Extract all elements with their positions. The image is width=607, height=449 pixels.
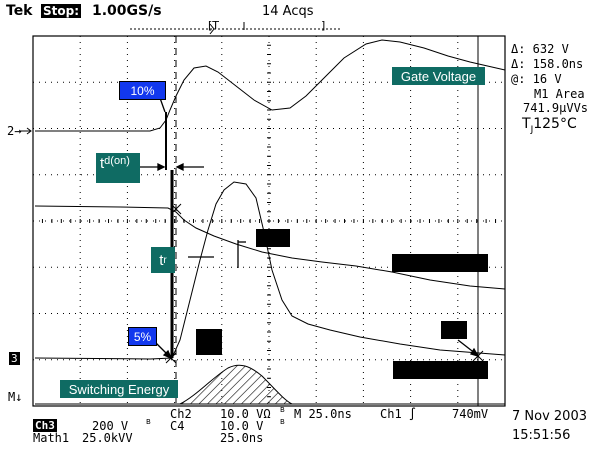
annotation-arrows (140, 97, 480, 360)
ch2-scale: 10.0 VΩ (220, 407, 271, 421)
ch2-ground-arrow (20, 127, 32, 135)
redacted-block (256, 229, 290, 247)
five-percent-label: 5% (128, 327, 157, 346)
capture-time: 15:51:56 (512, 428, 571, 443)
ch2-marker[interactable]: 2→ (7, 124, 22, 138)
area-measure-value: 741.9μVVs (523, 101, 589, 115)
redacted-block (392, 254, 488, 272)
trigger-window-start: [T (208, 19, 220, 32)
trigger-level: 740mV (452, 407, 489, 421)
ch3-label: Ch3 (33, 419, 57, 432)
trigger-source: Ch1 ∫ (380, 407, 417, 421)
collector-current-trace (34, 181, 506, 360)
ten-percent-label: 10% (119, 81, 166, 100)
ch3-marker[interactable]: 3 (9, 352, 20, 365)
sample-rate: 1.00GS/s (92, 3, 162, 19)
bandwidth-limit-3: B (280, 418, 285, 426)
capture-date: 7 Nov 2003 (512, 409, 587, 424)
delta-voltage-readout: Δ: 632 V (511, 42, 569, 56)
ch2-label: Ch2 (170, 407, 192, 421)
junction-temperature: TJ125°C (522, 116, 577, 135)
grid-lines (32, 35, 506, 407)
redacted-block (196, 329, 222, 355)
run-state-badge: Stop: (41, 4, 82, 18)
ch4-scale: 10.0 V (220, 419, 264, 433)
ch3-scale: 200 V (92, 419, 129, 433)
math-label: Math1 (33, 431, 70, 445)
bandwidth-limit-2: B (146, 418, 151, 426)
timebase: M 25.0ns (294, 407, 352, 421)
turn-on-delay-label: t d(on) (96, 153, 140, 183)
switching-energy-area (179, 364, 293, 405)
delta-time-readout: Δ: 158.0ns (511, 57, 584, 71)
cursor-crosshairs (165, 203, 484, 364)
math-scale: 25.0kVV (82, 431, 133, 445)
switching-energy-label: Switching Energy (60, 380, 178, 398)
gate-voltage-trace (35, 39, 506, 132)
trigger-bracket-left-arrow (209, 23, 215, 35)
math-timebase: 25.0ns (220, 431, 264, 445)
brand-label: Tek (6, 3, 33, 19)
redacted-block (393, 361, 488, 379)
redacted-block (441, 321, 467, 339)
area-measure-title: M1 Area (534, 87, 585, 101)
ch4-label: C4 (170, 419, 185, 433)
math-marker[interactable]: M↓ (8, 390, 23, 404)
gate-voltage-label: Gate Voltage (392, 67, 485, 85)
trigger-window-end: ] (321, 19, 326, 32)
cursor-voltage-readout: @: 16 V (511, 72, 562, 86)
bandwidth-limit-1: B (280, 406, 285, 414)
acquisition-count: 14 Acqs (262, 4, 314, 19)
